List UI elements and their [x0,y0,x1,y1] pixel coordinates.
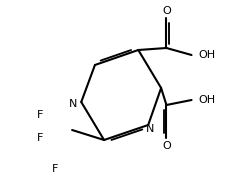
Text: O: O [162,6,171,16]
Text: OH: OH [199,95,216,105]
Text: OH: OH [199,50,216,60]
Text: O: O [162,141,171,151]
Text: F: F [37,133,43,143]
Text: N: N [69,99,77,109]
Text: F: F [37,110,43,120]
Text: N: N [146,124,154,134]
Text: F: F [51,164,58,174]
